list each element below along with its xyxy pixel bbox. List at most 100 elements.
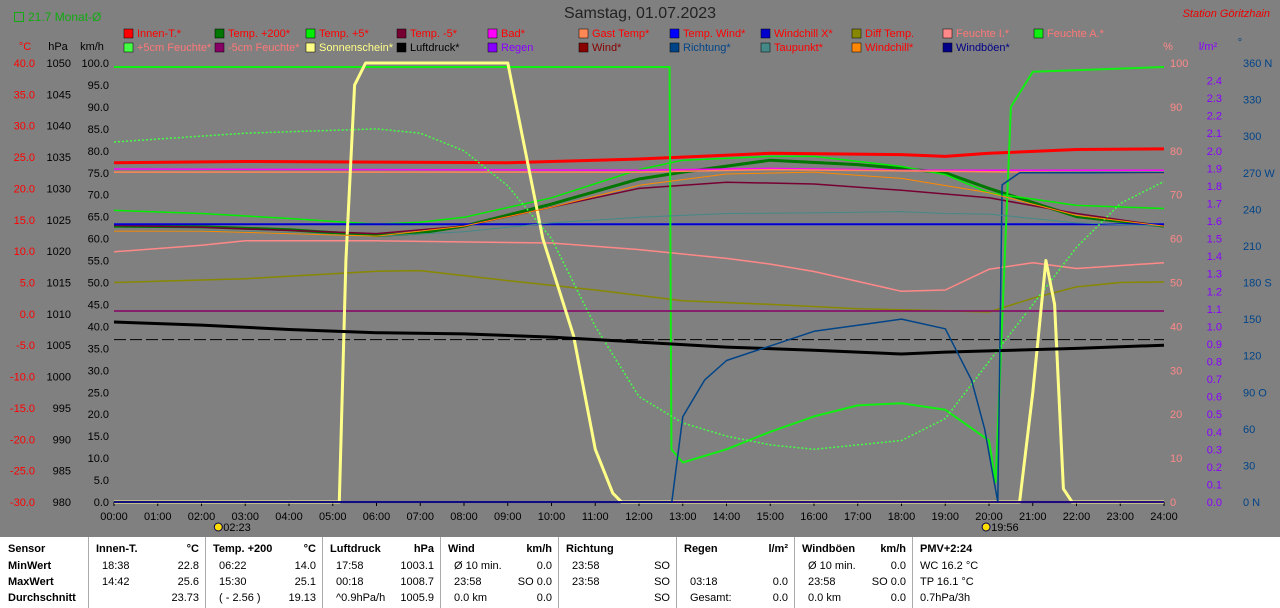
- y-tick-label-rain: 0.4: [1207, 427, 1222, 439]
- legend-swatch: [669, 28, 680, 39]
- stats-regen-unit: l/m²: [768, 543, 788, 555]
- stats-windboen: Windböen km/h Ø 10 min. 0.0 23:58 SO 0.0 0.0 k…: [794, 537, 913, 608]
- legend-label: Temp. +5*: [319, 28, 370, 40]
- station-name: Station Göritzhain: [1182, 8, 1270, 20]
- chart-title: Samstag, 01.07.2023: [563, 5, 717, 22]
- y-tick-label-rain: 0.1: [1207, 479, 1222, 491]
- y-tick-label-temp: 40.0: [14, 58, 35, 70]
- stats-richtung-header: Richtung: [566, 543, 614, 555]
- y-tick-label-direction: 30: [1243, 460, 1255, 472]
- stats-windboen-label: Ø 10 min.: [808, 560, 856, 572]
- series-line-8: [113, 269, 1165, 313]
- y-tick-label-rain: 0.5: [1207, 409, 1222, 421]
- weather-chart: 00:00 01:00 02:00 03:00 04:00 05:00 06:00 07:00…: [10, 28, 1275, 534]
- y-tick-label-speed: 80.0: [88, 146, 109, 158]
- legend-label: Taupunkt*: [774, 42, 824, 54]
- series-line-14: [113, 320, 1165, 356]
- stats-windboen-value: SO 0.0: [871, 576, 906, 588]
- stats-pmv-row: TP 16.1 °C: [920, 576, 974, 588]
- stats-innen-value: 22.8: [177, 560, 199, 572]
- y-tick-label-pressure: 1000: [47, 372, 71, 384]
- stats-wind-header: Wind: [448, 543, 475, 555]
- y-tick-label-temp: 0.0: [20, 309, 35, 321]
- y-tick-label-temp: -5.0: [16, 340, 35, 352]
- y-tick-label-temp: -20.0: [10, 434, 35, 446]
- y-tick-label-rain: 2.4: [1207, 76, 1222, 88]
- monthly-average-checkbox[interactable]: [14, 12, 24, 22]
- stats-windboen-unit: km/h: [880, 543, 906, 555]
- y-tick-label-rain: 2.2: [1207, 111, 1222, 123]
- stats-windboen-label: 23:58: [808, 576, 836, 588]
- stats-windboen-label: 0.0 km: [808, 592, 842, 604]
- stats-windboen-value: 0.0: [890, 560, 906, 572]
- y-tick-label-direction: 300: [1243, 131, 1261, 143]
- y-tick-label-speed: 90.0: [88, 102, 109, 114]
- x-tick-label: 24:00: [1150, 511, 1178, 523]
- stats-sensor-column: Sensor MinWert MaxWert Durchschnitt: [0, 537, 89, 608]
- y-tick-label-speed: 60.0: [88, 234, 109, 246]
- y-tick-label-percent: 100: [1170, 58, 1188, 70]
- legend-swatch: [851, 28, 862, 39]
- x-tick-label: 20:00: [975, 511, 1003, 523]
- legend-swatch: [760, 28, 771, 39]
- stats-richtung-value: SO: [654, 576, 670, 588]
- stats-windboen-header: Windböen: [802, 543, 856, 555]
- sunrise-icon: [213, 522, 223, 532]
- y-tick-label-pressure: 1050: [47, 58, 71, 70]
- y-tick-label-percent: 60: [1170, 234, 1182, 246]
- y-tick-label-rain: 1.9: [1207, 163, 1222, 175]
- y-tick-label-rain: 1.3: [1207, 269, 1222, 281]
- unit-rain: l/m²: [1199, 41, 1218, 53]
- legend-label: Luftdruck*: [410, 42, 460, 54]
- stats-richtung: Richtung 23:58 SO 23:58 SO SO: [558, 537, 677, 608]
- stats-richtung-label: 23:58: [572, 560, 600, 572]
- legend-swatch: [669, 42, 680, 53]
- x-tick-label: 12:00: [625, 511, 653, 523]
- y-tick-label-pressure: 990: [53, 434, 71, 446]
- y-tick-label-direction: 270 W: [1243, 168, 1275, 180]
- legend-label: Feuchte I.*: [956, 28, 1010, 40]
- legend-label: Bad*: [501, 28, 526, 40]
- y-tick-label-speed: 0.0: [94, 497, 109, 509]
- y-tick-label-temp: 30.0: [14, 121, 35, 133]
- y-tick-label-rain: 0.6: [1207, 392, 1222, 404]
- legend-swatch: [123, 42, 134, 53]
- stats-luftdruck-value: 1005.9: [400, 592, 434, 604]
- y-tick-label-temp: -10.0: [10, 372, 35, 384]
- stats-row-label-avg: Durchschnitt: [8, 592, 76, 604]
- stats-luftdruck-header: Luftdruck: [330, 543, 381, 555]
- y-tick-label-rain: 2.0: [1207, 146, 1222, 158]
- series-line-17: [114, 172, 1164, 503]
- plot-area: [114, 63, 1164, 502]
- stats-pmv-row: WC 16.2 °C: [920, 560, 979, 572]
- y-tick-label-speed: 15.0: [88, 431, 109, 443]
- stats-luftdruck-label: 00:18: [336, 576, 364, 588]
- monthly-average-label: 21.7 Monat-Ø: [14, 10, 101, 30]
- stats-innen-label: 18:38: [102, 560, 130, 572]
- stats-regen-header: Regen: [684, 543, 718, 555]
- stats-temp200-label: ( - 2.56 ): [219, 592, 261, 604]
- legend-label: Gast Temp*: [592, 28, 650, 40]
- stats-regen: Regen l/m² 03:18 0.0 Gesamt: 0.0: [676, 537, 795, 608]
- stats-wind-label: Ø 10 min.: [454, 560, 502, 572]
- y-tick-label-speed: 45.0: [88, 299, 109, 311]
- y-tick-label-rain: 0.7: [1207, 374, 1222, 386]
- y-tick-label-temp: 10.0: [14, 246, 35, 258]
- stats-temp200-value: 19.13: [288, 592, 316, 604]
- stats-windboen-value: 0.0: [890, 592, 906, 604]
- series-line-3: [113, 181, 1165, 235]
- y-tick-label-direction: 90 O: [1243, 387, 1267, 399]
- y-tick-label-speed: 70.0: [88, 190, 109, 202]
- x-tick-label: 01:00: [144, 511, 172, 523]
- legend-label: Sonnenschein*: [319, 42, 394, 54]
- stats-luftdruck-value: 1003.1: [400, 560, 434, 572]
- stats-innen-header: Innen-T.: [96, 543, 138, 555]
- y-tick-label-speed: 40.0: [88, 321, 109, 333]
- unit-speed: km/h: [80, 41, 104, 53]
- sunset-icon: [981, 522, 991, 532]
- legend-label: Windchill*: [865, 42, 914, 54]
- y-tick-label-temp: 20.0: [14, 183, 35, 195]
- y-tick-label-rain: 1.4: [1207, 251, 1222, 263]
- y-tick-label-pressure: 1045: [47, 89, 71, 101]
- y-tick-label-rain: 1.7: [1207, 198, 1222, 210]
